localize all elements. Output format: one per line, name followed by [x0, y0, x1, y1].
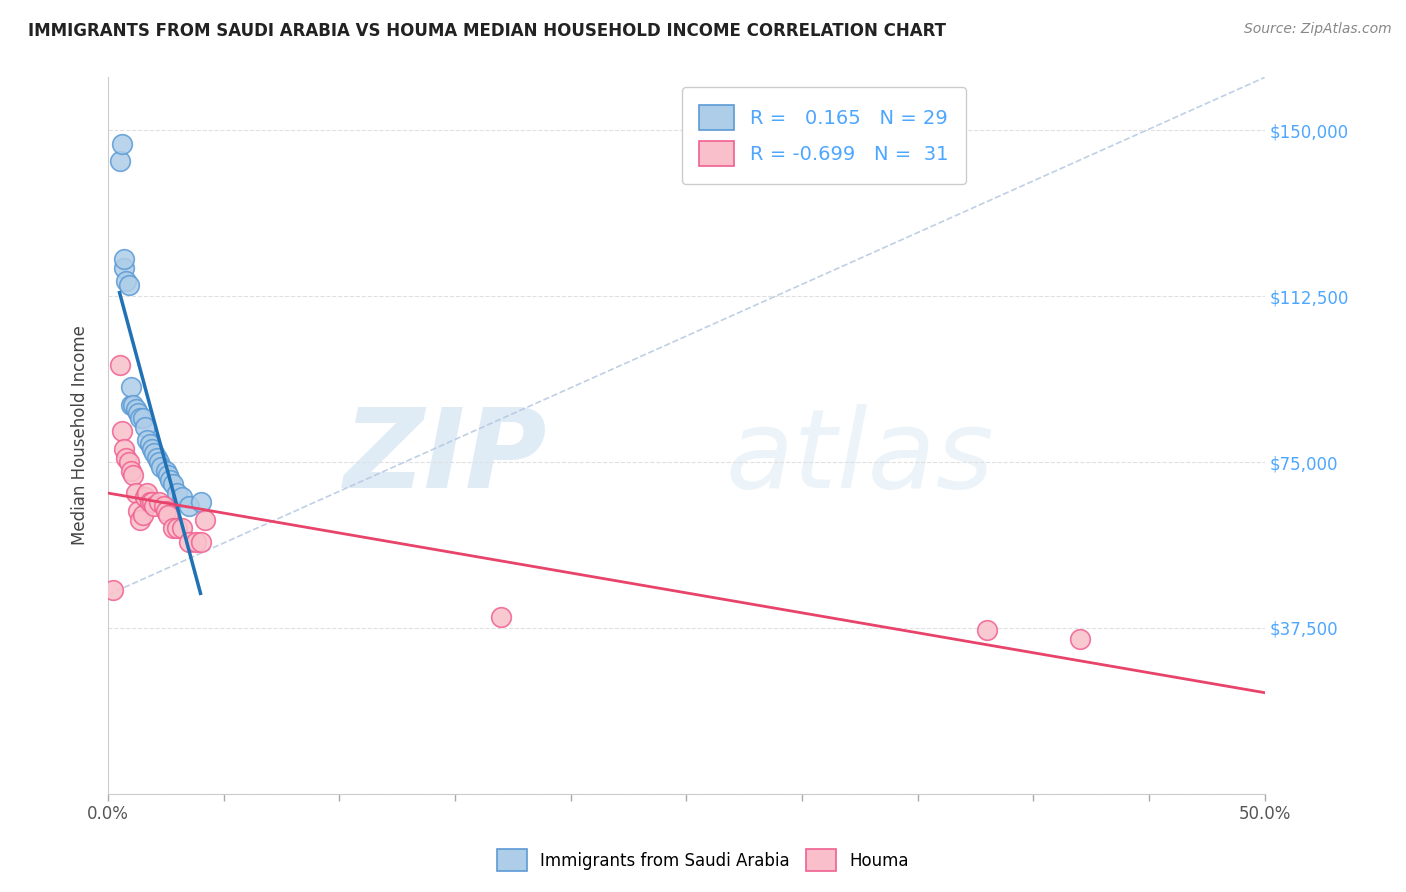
Point [141, 495, 163, 509]
Point [101, 583, 124, 598]
Point [155, 504, 177, 518]
Point [190, 534, 212, 549]
Point [131, 410, 153, 425]
Y-axis label: Median Household Income: Median Household Income [72, 326, 89, 546]
Point [120, 464, 142, 478]
Text: ZIP: ZIP [344, 403, 547, 510]
Point [194, 512, 217, 526]
Point [115, 274, 138, 288]
Point [129, 410, 152, 425]
Point [112, 260, 135, 275]
Point [162, 477, 184, 491]
Point [155, 464, 177, 478]
Point [136, 433, 159, 447]
Point [111, 136, 134, 151]
Point [157, 468, 180, 483]
Point [120, 398, 142, 412]
Point [108, 154, 131, 169]
Legend: Immigrants from Saudi Arabia, Houma: Immigrants from Saudi Arabia, Houma [488, 841, 918, 880]
Text: Source: ZipAtlas.com: Source: ZipAtlas.com [1244, 22, 1392, 37]
Point [127, 504, 149, 518]
Point [148, 455, 170, 469]
Point [111, 424, 134, 438]
Point [112, 442, 135, 456]
Point [131, 508, 153, 523]
Point [108, 358, 131, 372]
Point [166, 486, 188, 500]
Point [141, 442, 163, 456]
Point [125, 402, 148, 417]
Point [170, 491, 193, 505]
Point [170, 521, 193, 535]
Point [118, 455, 141, 469]
Point [122, 468, 145, 483]
Point [976, 623, 998, 637]
Point [190, 495, 212, 509]
Point [112, 252, 135, 266]
Point [162, 521, 184, 535]
Point [1069, 632, 1091, 646]
Point [152, 500, 174, 514]
Point [122, 398, 145, 412]
Point [150, 459, 173, 474]
Point [115, 450, 138, 465]
Legend: R =   0.165   N = 29, R = -0.699   N =  31: R = 0.165 N = 29, R = -0.699 N = 31 [682, 87, 966, 184]
Point [127, 407, 149, 421]
Point [129, 512, 152, 526]
Point [143, 446, 166, 460]
Point [118, 278, 141, 293]
Point [138, 495, 160, 509]
Point [136, 486, 159, 500]
Text: atlas: atlas [725, 403, 994, 510]
Point [148, 495, 170, 509]
Point [177, 500, 200, 514]
Point [184, 534, 207, 549]
Text: IMMIGRANTS FROM SAUDI ARABIA VS HOUMA MEDIAN HOUSEHOLD INCOME CORRELATION CHART: IMMIGRANTS FROM SAUDI ARABIA VS HOUMA ME… [28, 22, 946, 40]
Point [134, 419, 156, 434]
Point [143, 500, 166, 514]
Point [489, 610, 512, 624]
Point [159, 473, 181, 487]
Point [166, 521, 188, 535]
Point [134, 491, 156, 505]
Point [125, 486, 148, 500]
Point [177, 534, 200, 549]
Point [157, 508, 180, 523]
Point [120, 380, 142, 394]
Point [138, 437, 160, 451]
Point [145, 450, 167, 465]
